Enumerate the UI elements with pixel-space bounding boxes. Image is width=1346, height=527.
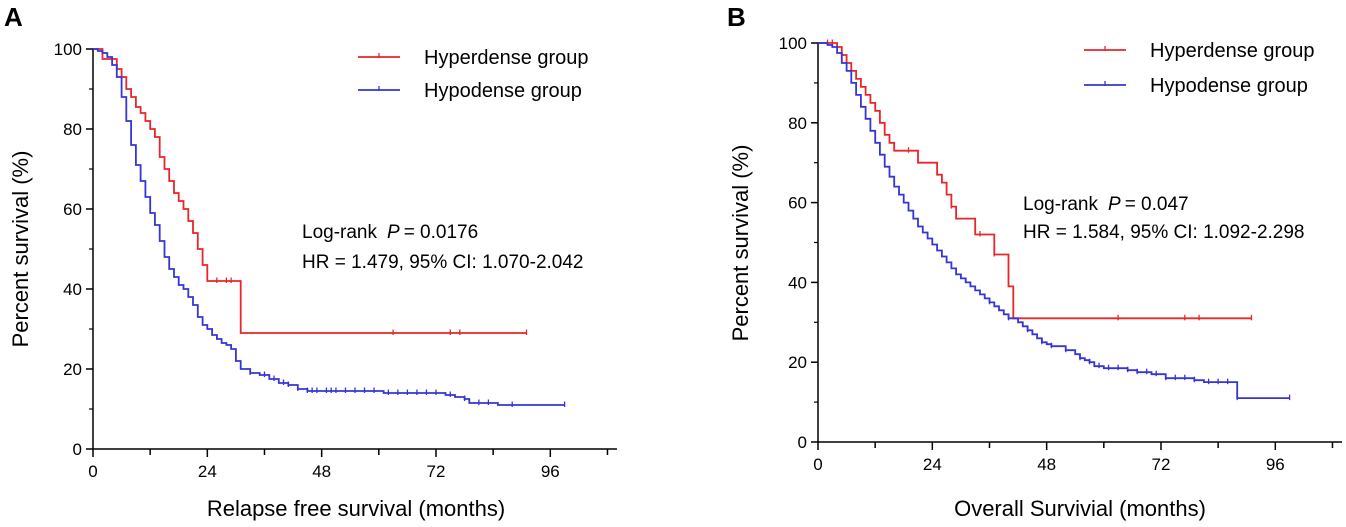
series-hyperdense <box>93 48 528 335</box>
legend-entry: Hyperdense group <box>358 47 589 69</box>
series-hypodense <box>93 48 566 407</box>
y-tick-label: 100 <box>54 40 82 59</box>
p-value: = 0.0176 <box>404 222 479 243</box>
x-tick-label: 72 <box>427 462 446 481</box>
y-tick-label: 100 <box>779 34 807 53</box>
p-symbol: P <box>1108 194 1121 215</box>
x-tick-label: 48 <box>1037 455 1056 474</box>
y-tick-label: 60 <box>788 194 807 213</box>
survival-curve <box>818 42 1290 399</box>
legend-entry: Hyperdense group <box>1084 40 1315 62</box>
x-axis-title: Relapse free survival (months) <box>207 496 505 521</box>
y-tick-label: 80 <box>63 120 82 139</box>
x-tick-label: 0 <box>813 455 822 474</box>
y-tick-label: 40 <box>63 280 82 299</box>
x-tick-label: 24 <box>198 462 217 481</box>
legend-entry: Hypodense group <box>358 80 582 102</box>
y-tick-label: 20 <box>788 353 807 372</box>
y-tick-label: 0 <box>73 440 82 459</box>
p-symbol: P <box>387 222 400 243</box>
y-tick-label: 40 <box>788 273 807 292</box>
logrank-prefix: Log-rank <box>302 222 377 243</box>
legend-label: Hyperdense group <box>1150 40 1315 62</box>
series-hypodense <box>818 42 1291 401</box>
y-tick-label: 80 <box>788 114 807 133</box>
legend-label: Hypodense group <box>424 80 582 102</box>
panel-label: B <box>727 2 746 32</box>
x-tick-label: 96 <box>1266 455 1285 474</box>
x-tick-label: 72 <box>1152 455 1171 474</box>
x-tick-label: 24 <box>923 455 942 474</box>
legend-label: Hyperdense group <box>424 47 589 69</box>
x-tick-label: 96 <box>541 462 560 481</box>
hazard-ratio-annotation: HR = 1.584, 95% CI: 1.092-2.298 <box>1023 222 1304 243</box>
x-axis-title: Overall Survivial (months) <box>954 496 1206 521</box>
logrank-prefix: Log-rank <box>1023 194 1098 215</box>
y-axis-title: Percent survival (%) <box>728 145 753 342</box>
logrank-annotation: Log-rank P = 0.047 <box>1023 194 1189 215</box>
legend-label: Hypodense group <box>1150 75 1308 97</box>
panel-b: B 0 20 40 60 80 100 0 24 48 72 96 Overall Survivial … <box>727 2 1342 521</box>
y-tick-label: 60 <box>63 200 82 219</box>
x-tick-label: 48 <box>312 462 331 481</box>
y-tick-label: 20 <box>63 360 82 379</box>
survival-curve <box>93 48 527 334</box>
legend-entry: Hypodense group <box>1084 75 1308 97</box>
x-tick-label: 0 <box>88 462 97 481</box>
y-axis-title: Percent survival (%) <box>8 151 33 348</box>
y-tick-label: 0 <box>798 433 807 452</box>
p-value: = 0.047 <box>1125 194 1189 215</box>
hazard-ratio-annotation: HR = 1.479, 95% CI: 1.070-2.042 <box>302 252 583 273</box>
panel-label: A <box>4 2 23 32</box>
logrank-annotation: Log-rank P = 0.0176 <box>302 222 478 243</box>
panel-a: A 0 20 40 60 80 100 0 24 48 72 96 Relapse free survi… <box>4 2 617 521</box>
